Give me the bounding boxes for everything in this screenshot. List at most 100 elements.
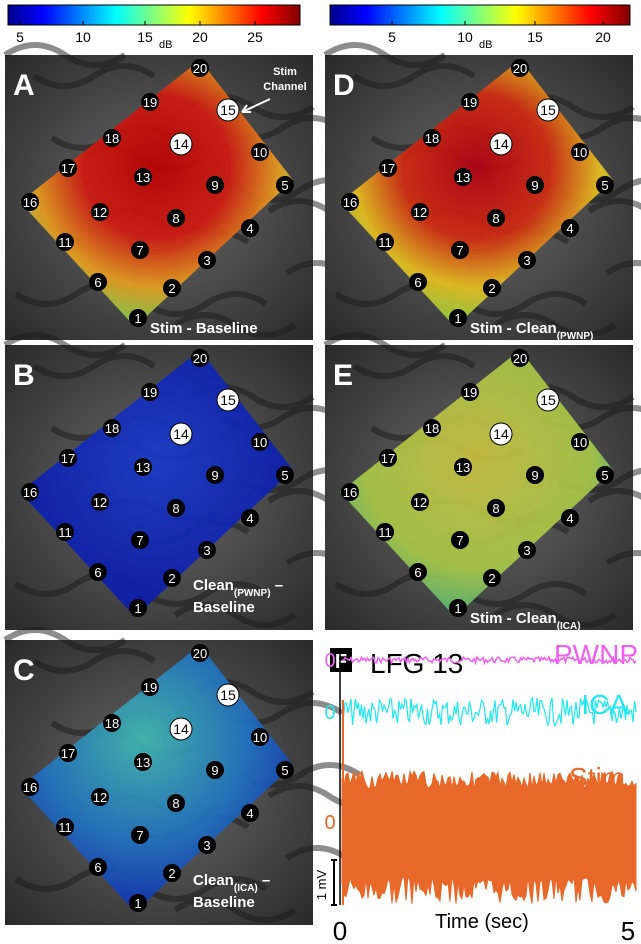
colorbar-unit: dB [479,39,492,51]
electrode-label: 4 [566,221,573,236]
electrode-label: 17 [61,451,75,466]
scale-bar [331,860,337,905]
electrode-label: 11 [58,525,72,540]
electrode-label: 10 [253,145,267,160]
colorbar-tick-label: 5 [388,29,396,45]
electrode-label: 6 [94,565,101,580]
electrode-label: 13 [136,170,150,185]
electrode-label: 16 [23,780,37,795]
electrode-label: 9 [531,468,538,483]
electrode-label: 12 [413,205,427,220]
electrode-label: 12 [93,790,107,805]
electrode-label: 9 [211,763,218,778]
caption-part: (ICA) [234,883,258,894]
electrode-label: 11 [378,525,392,540]
electrode-label: 5 [281,178,288,193]
electrode-label: 14 [173,721,189,737]
electrode-label: 16 [343,195,357,210]
electrode-label: 2 [168,866,175,881]
electrode-label: 20 [513,61,527,76]
electrode-label: 8 [172,796,179,811]
electrode-label: 9 [211,468,218,483]
panel: 1234567891011121314151617181920EStim - C… [325,335,641,632]
electrode-label: 5 [281,468,288,483]
electrode-label: 7 [456,243,463,258]
electrode-label: 5 [601,178,608,193]
electrode-label: 2 [168,281,175,296]
electrode-label: 15 [540,392,556,408]
electrode-label: 13 [136,460,150,475]
panel-letter: D [333,69,355,102]
caption-part: (ICA) [557,621,581,632]
electrode-label: 8 [492,211,499,226]
electrode-label: 15 [220,687,236,703]
panel-letter: B [13,359,35,392]
electrode-label: 19 [143,680,157,695]
colorbar-tick-label: 20 [595,29,611,45]
electrode-label: 12 [93,205,107,220]
electrode-label: 17 [381,451,395,466]
electrode-label: 8 [172,211,179,226]
zero-label: 0 [324,812,335,834]
electrode-label: 10 [573,145,587,160]
electrode-label: 13 [456,170,470,185]
electrode-label: 1 [134,896,141,911]
electrode-label: 13 [456,460,470,475]
electrode-label: 16 [23,485,37,500]
electrode-label: 6 [414,275,421,290]
x-tick-label: 0 [333,916,347,944]
panel-letter: A [13,69,35,102]
electrode-label: 19 [463,95,477,110]
electrode-label: 14 [493,136,509,152]
electrode-label: 12 [413,495,427,510]
colorbar-tick-label: 15 [137,29,153,45]
electrode-label: 8 [492,501,499,516]
caption: Baseline [193,599,255,616]
electrode-label: 16 [23,195,37,210]
electrode-label: 20 [193,351,207,366]
panel: 1234567891011121314151617181920DStim - C… [325,45,641,342]
electrode-label: 12 [93,495,107,510]
electrode-label: 10 [253,435,267,450]
caption-part: (PWNP) [234,588,271,599]
colorbar-tick-label: 10 [75,29,91,45]
electrode-label: 5 [281,763,288,778]
panel-letter: E [333,359,353,392]
electrode-label: 14 [173,136,189,152]
caption-part: Clean [193,872,234,889]
electrode-label: 18 [425,131,439,146]
caption-part: Clean [193,577,234,594]
electrode-label: 14 [493,426,509,442]
panel-letter: C [13,654,35,687]
colorbar [330,5,630,25]
electrode-label: 18 [105,421,119,436]
electrode-label: 6 [94,860,101,875]
electrode-label: 18 [105,716,119,731]
electrode-label: 8 [172,501,179,516]
electrode-label: 15 [220,392,236,408]
caption-part: (PWNP) [557,331,594,342]
zero-label: 0 [324,650,335,672]
electrode-label: 7 [136,828,143,843]
electrode-label: 6 [94,275,101,290]
electrode-label: 18 [105,131,119,146]
electrode-label: 7 [456,533,463,548]
electrode-label: 5 [601,468,608,483]
electrode-label: 20 [193,646,207,661]
electrode-label: 4 [566,511,573,526]
electrode-label: 1 [454,601,461,616]
electrode-label: 15 [220,102,236,118]
electrode-label: 4 [246,806,253,821]
annotation: Stim [273,66,297,78]
electrode-label: 2 [488,571,495,586]
electrode-label: 19 [463,385,477,400]
electrode-label: 20 [193,61,207,76]
electrode-label: 19 [143,385,157,400]
annotation: Channel [263,81,306,93]
x-tick-label: 5 [621,916,635,944]
electrode-label: 10 [573,435,587,450]
electrode-label: 11 [58,820,72,835]
colorbar-tick-label: 25 [247,29,263,45]
electrode-label: 9 [211,178,218,193]
colorbar-tick-label: 20 [192,29,208,45]
